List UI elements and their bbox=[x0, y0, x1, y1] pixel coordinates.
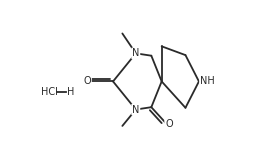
Text: O: O bbox=[165, 119, 173, 129]
Text: HCl: HCl bbox=[41, 87, 58, 97]
Text: N: N bbox=[132, 105, 139, 114]
Text: NH: NH bbox=[200, 76, 215, 86]
Text: N: N bbox=[132, 48, 139, 58]
Text: H: H bbox=[66, 87, 74, 97]
Text: O: O bbox=[83, 76, 91, 86]
